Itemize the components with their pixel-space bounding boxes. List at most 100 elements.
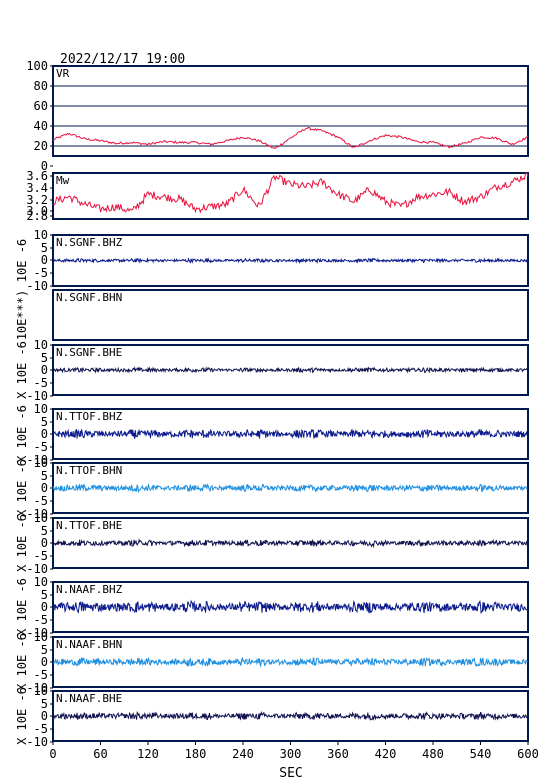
y-tick-label: 40 [34,119,48,133]
y-tick-label: 10 [34,511,48,525]
y-tick-label: 10 [34,402,48,416]
panel-label: N.SGNF.BHZ [56,236,123,249]
y-tick-label: -10 [26,735,48,749]
panel-frame [52,65,529,157]
x-tick-label: 540 [470,747,492,761]
y-tick-label: 5 [41,241,48,255]
y-tick-label: 60 [34,99,48,113]
panel-mw: Mw 3.63.43.23.02.8 [26,169,529,223]
y-tick-label: -5 [34,668,48,682]
panel-label: N.NAAF.BHN [56,638,122,651]
y-axis-label: X 10E -6 [15,633,29,691]
y-tick-label: 100 [26,59,48,73]
y-tick-label: 5 [41,524,48,538]
series-vr [52,126,529,150]
panel-label: N.TTOF.BHZ [56,410,123,423]
y-tick-label: -5 [34,440,48,454]
x-tick-label: 120 [137,747,159,761]
y-tick-label: 0 [41,363,48,377]
trace-naaf-bhz [52,599,528,615]
trace-ttof-bhn [52,483,528,494]
y-tick-label: 3.6 [26,169,48,183]
series-mw [52,172,529,214]
x-tick-label: 60 [93,747,107,761]
x-tick-label: 300 [280,747,302,761]
y-tick-label: 3.2 [26,193,48,207]
panel-label: N.SGNF.BHN [56,291,122,304]
y-tick-label: 2.8 [26,209,48,223]
panel-vr: VR 100 80 60 40 20 0 [26,59,529,173]
trace-ttof-bhe [52,538,528,549]
y-axis-label: X 10E -6 [15,405,29,463]
y-tick-label: -5 [34,376,48,390]
y-tick-label: 10 [34,630,48,644]
y-tick-label: -10 [26,453,48,467]
y-axis-label: X 10E -6 [15,341,29,399]
panels-group: VR100806040200Mw3.63.43.23.02.8N.SGNF.BH… [15,59,529,749]
y-tick-label: 5 [41,588,48,602]
y-tick-label: 0 [41,427,48,441]
y-tick-label: 5 [41,643,48,657]
x-axis: 0 60 120 180 240 300 360 420 480 540 600 [49,741,539,761]
panel-label: N.NAAF.BHE [56,692,122,705]
y-axis-label: X 10E -6 [15,687,29,745]
y-tick-label: -10 [26,681,48,695]
x-tick-label: 240 [232,747,254,761]
y-tick-label: 5 [41,415,48,429]
trace-naaf-bhn [52,656,528,668]
y-tick-label: 5 [41,469,48,483]
y-tick-label: 0 [41,709,48,723]
trace-naaf-bhe [52,710,528,721]
x-tick-label: 600 [517,747,539,761]
panel-frame [52,289,529,341]
y-tick-label: 0 [41,655,48,669]
y-tick-label: -5 [34,549,48,563]
y-tick-label: 10 [34,338,48,352]
y-tick-label: 0 [41,536,48,550]
y-tick-label: -5 [34,266,48,280]
panel-frame [52,344,529,396]
y-tick-label: -5 [34,613,48,627]
y-tick-label: -10 [26,507,48,521]
y-tick-label: 0 [41,159,48,173]
y-tick-label: -10 [26,389,48,403]
y-axis-label: 10E***) [15,290,29,341]
y-tick-label: -10 [26,562,48,576]
y-tick-label: 20 [34,139,48,153]
panel-label: N.SGNF.BHE [56,346,122,359]
trace-ttof-bhz [52,428,528,440]
y-axis-label: X 10E -6 [15,578,29,636]
panel-label: Mw [56,174,70,187]
y-tick-label: -5 [34,494,48,508]
x-axis-label: SEC [279,766,302,781]
panel-sgnf-bhn: N.SGNF.BHN 10E***) [15,289,529,341]
y-tick-label: 10 [34,228,48,242]
panel-label: N.TTOF.BHN [56,464,122,477]
y-tick-label: 0 [41,253,48,267]
panel-label: VR [56,67,70,80]
x-tick-label: 420 [375,747,397,761]
y-tick-label: -10 [26,626,48,640]
y-axis-label: X 10E -6 [15,459,29,517]
y-tick-label: -5 [34,722,48,736]
chart-timestamp: 2022/12/17 19:00 [60,52,185,67]
y-tick-label: 3.4 [26,181,48,195]
y-tick-label: 10 [34,575,48,589]
x-tick-label: 0 [49,747,56,761]
trace-sgnf-bhe [52,366,528,374]
y-tick-label: 5 [41,697,48,711]
x-tick-label: 180 [185,747,207,761]
panel-label: N.NAAF.BHZ [56,583,123,596]
trace-sgnf-bhz [52,257,528,265]
y-tick-label: 0 [41,600,48,614]
y-tick-label: 80 [34,79,48,93]
y-axis-label: X 10E -6 [15,514,29,572]
